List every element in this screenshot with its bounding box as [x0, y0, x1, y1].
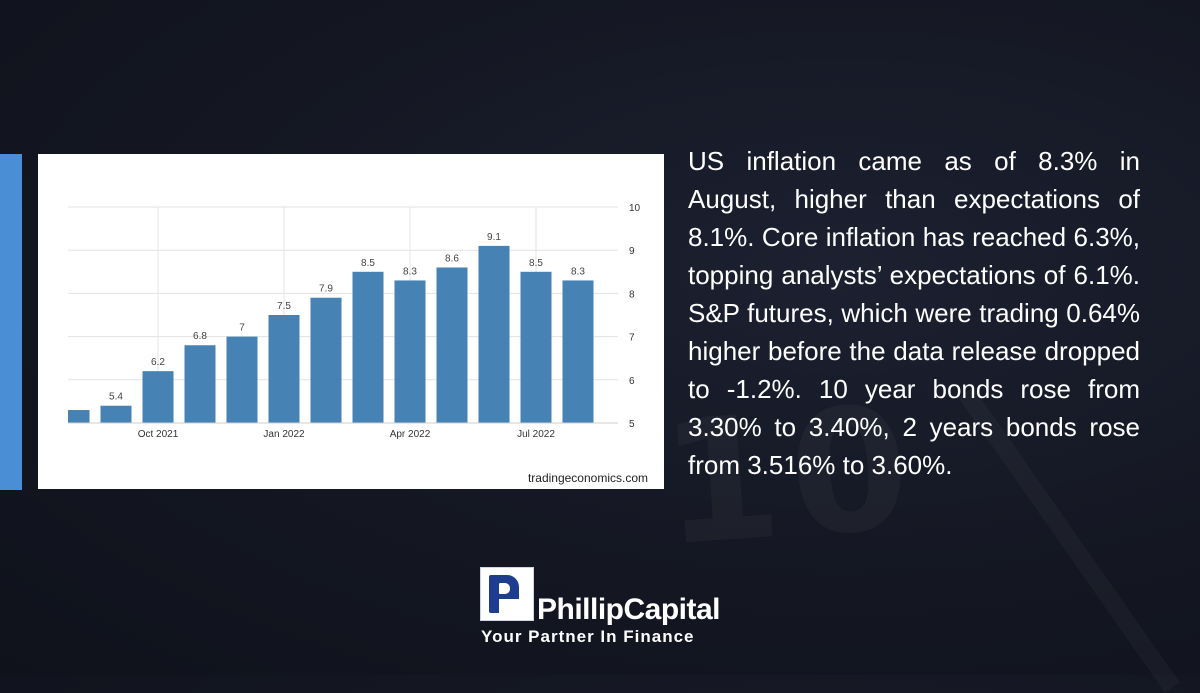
- bar-aug-2021: [68, 410, 90, 423]
- phillipcapital-brand: PhillipCapital Your Partner In Finance: [480, 567, 730, 651]
- bar-value-label: 7.5: [277, 301, 291, 312]
- bar-jul-2022: [520, 271, 552, 423]
- chart-source-label: tradingeconomics.com: [527, 471, 648, 485]
- bar-apr-2022: [394, 280, 426, 423]
- bar-mar-2022: [352, 271, 384, 423]
- x-tick-label: Oct 2021: [138, 429, 179, 440]
- bar-value-label: 5.4: [109, 392, 123, 403]
- accent-bar: [0, 154, 22, 490]
- bar-aug-2022: [562, 280, 594, 423]
- inflation-summary-text: US inflation came as of 8.3% in August, …: [688, 146, 1140, 480]
- bar-value-label: 7: [239, 323, 245, 334]
- y-tick-label: 6: [629, 376, 635, 387]
- brand-tagline: Your Partner In Finance: [481, 627, 695, 646]
- bar-feb-2022: [310, 297, 342, 423]
- bar-value-label: 6.8: [193, 331, 207, 342]
- bar-value-label: 8.3: [571, 266, 585, 277]
- phillipcapital-logo-icon: [480, 567, 534, 621]
- x-tick-label: Jul 2022: [517, 429, 555, 440]
- bar-may-2022: [436, 267, 468, 423]
- bar-value-label: 8.3: [403, 266, 417, 277]
- brand-name: PhillipCapital: [537, 593, 721, 626]
- bars-group: [68, 245, 594, 423]
- y-tick-label: 5: [629, 419, 635, 430]
- bar-jan-2022: [268, 315, 300, 423]
- bar-value-label: 8.5: [361, 258, 375, 269]
- bar-value-label: 8.6: [445, 253, 459, 264]
- p-letter-mark: [489, 575, 519, 613]
- bar-sep-2021: [100, 405, 132, 423]
- y-tick-label: 10: [629, 203, 641, 214]
- inflation-chart-card: 5 6 7 8 9 10 5.4 6.2 6.8 7 7.5 7.9 8.5 8.3 8.6 9.1 8.5 8.…: [38, 154, 664, 489]
- bar-oct-2021: [142, 371, 174, 423]
- inflation-bar-chart: 5 6 7 8 9 10 5.4 6.2 6.8 7 7.5 7.9 8.5 8.3 8.6 9.1 8.5 8.…: [68, 203, 641, 440]
- bar-value-label: 9.1: [487, 232, 501, 243]
- bar-dec-2021: [226, 336, 258, 423]
- bar-value-label: 6.2: [151, 357, 165, 368]
- y-tick-label: 9: [629, 246, 635, 257]
- y-tick-label: 7: [629, 333, 635, 344]
- bar-value-label: 7.9: [319, 284, 333, 295]
- x-tick-label: Apr 2022: [390, 429, 431, 440]
- x-tick-label: Jan 2022: [263, 429, 305, 440]
- bar-value-label: 8.5: [529, 258, 543, 269]
- bar-nov-2021: [184, 345, 216, 423]
- y-tick-label: 8: [629, 289, 635, 300]
- bar-jun-2022: [478, 245, 510, 423]
